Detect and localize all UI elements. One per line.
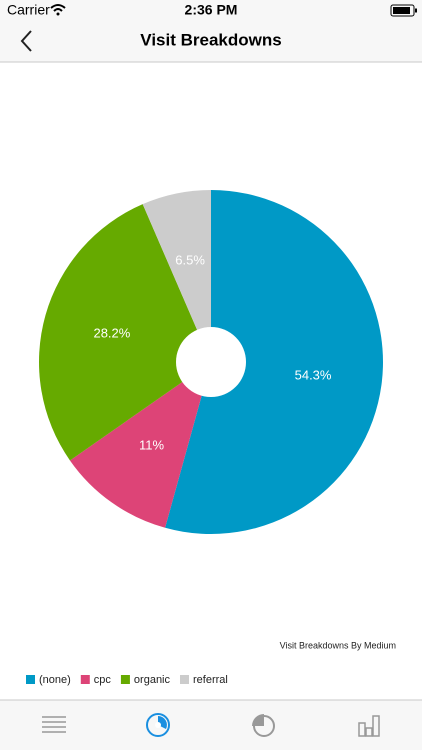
back-button[interactable] <box>20 30 32 52</box>
legend-label: cpc <box>94 674 112 686</box>
pie-slice <box>165 190 384 535</box>
legend-label: organic <box>134 674 171 686</box>
tab-list[interactable] <box>42 716 66 733</box>
slice-label: 28.2% <box>93 325 130 340</box>
tab-bar <box>0 700 422 750</box>
slice-label: 11% <box>139 438 164 453</box>
legend-swatch <box>120 675 130 684</box>
battery-icon <box>390 4 417 17</box>
slice-label: 54.3% <box>295 367 332 382</box>
tab-donut[interactable] <box>252 714 275 737</box>
pie-slice <box>142 190 211 362</box>
pie-slice <box>69 362 212 528</box>
legend: (none) cpc organic referral <box>26 674 228 686</box>
legend-label: referral <box>193 674 228 686</box>
pie-slice <box>39 204 212 461</box>
clock: 2:36 PM <box>185 2 238 18</box>
legend-swatch <box>26 675 35 684</box>
slice-label: 6.5% <box>175 253 205 268</box>
pie-chart: 54.3% 11% 28.2% 6.5% <box>39 190 384 535</box>
nav-title: Visit Breakdowns <box>140 30 281 49</box>
nav-background <box>0 0 422 62</box>
pie-hole <box>176 327 246 397</box>
tab-pie[interactable] <box>146 713 170 737</box>
carrier: Carrier <box>7 2 50 18</box>
legend-swatch <box>80 675 90 684</box>
chart-title: Visit Breakdowns By Medium <box>280 640 396 650</box>
legend-swatch <box>180 675 189 684</box>
legend-label: (none) <box>39 674 71 686</box>
wifi-icon <box>50 4 66 16</box>
tab-bars[interactable] <box>358 715 380 737</box>
